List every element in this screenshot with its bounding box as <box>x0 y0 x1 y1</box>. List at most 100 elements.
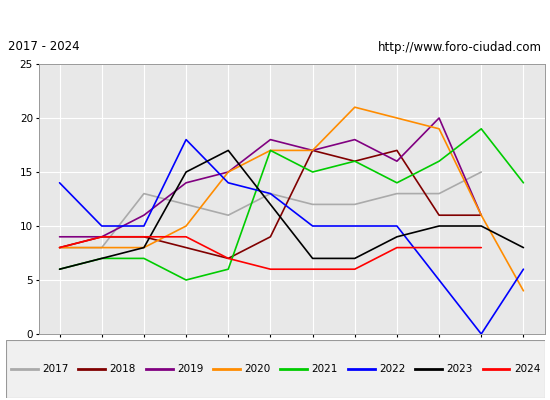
2017 <box>309 202 316 207</box>
Text: 2017 - 2024: 2017 - 2024 <box>8 40 80 54</box>
Line: 2020: 2020 <box>59 107 524 291</box>
2020 <box>183 224 189 228</box>
2024 <box>436 245 442 250</box>
Line: 2024: 2024 <box>59 237 481 269</box>
2017 <box>183 202 189 207</box>
2022 <box>394 224 400 228</box>
2020 <box>141 245 147 250</box>
2018 <box>394 148 400 153</box>
2021 <box>225 267 232 272</box>
2021 <box>351 159 358 164</box>
2018 <box>351 159 358 164</box>
2021 <box>394 180 400 185</box>
2022 <box>520 267 527 272</box>
2017 <box>141 191 147 196</box>
2020 <box>309 148 316 153</box>
Text: 2017: 2017 <box>42 364 69 374</box>
2018 <box>309 148 316 153</box>
2022 <box>478 332 485 336</box>
2022 <box>183 137 189 142</box>
2017 <box>56 245 63 250</box>
2021 <box>56 267 63 272</box>
2024 <box>351 267 358 272</box>
2024 <box>183 234 189 239</box>
2021 <box>309 170 316 174</box>
2020 <box>436 126 442 131</box>
Line: 2022: 2022 <box>59 140 524 334</box>
2024 <box>98 234 105 239</box>
2018 <box>225 256 232 261</box>
2024 <box>478 245 485 250</box>
2021 <box>267 148 274 153</box>
2023 <box>183 170 189 174</box>
2019 <box>478 213 485 218</box>
2018 <box>56 245 63 250</box>
2020 <box>225 170 232 174</box>
Text: 2020: 2020 <box>244 364 271 374</box>
2024 <box>225 256 232 261</box>
2024 <box>309 267 316 272</box>
2019 <box>436 116 442 120</box>
2024 <box>394 245 400 250</box>
2020 <box>98 245 105 250</box>
2017 <box>225 213 232 218</box>
Text: 2022: 2022 <box>379 364 405 374</box>
2022 <box>141 224 147 228</box>
Text: 2023: 2023 <box>447 364 473 374</box>
2017 <box>351 202 358 207</box>
2023 <box>394 234 400 239</box>
Text: 2019: 2019 <box>177 364 204 374</box>
2023 <box>267 202 274 207</box>
Line: 2019: 2019 <box>59 118 481 237</box>
2024 <box>267 267 274 272</box>
Text: Evolucion del paro registrado en Benagéber: Evolucion del paro registrado en Benagéb… <box>98 9 452 25</box>
2021 <box>436 159 442 164</box>
Line: 2017: 2017 <box>59 172 481 248</box>
2018 <box>141 234 147 239</box>
2017 <box>436 191 442 196</box>
2019 <box>394 159 400 164</box>
2023 <box>309 256 316 261</box>
2019 <box>56 234 63 239</box>
2023 <box>141 245 147 250</box>
2022 <box>267 191 274 196</box>
2018 <box>267 234 274 239</box>
2020 <box>394 116 400 120</box>
2022 <box>225 180 232 185</box>
2022 <box>436 278 442 282</box>
2018 <box>436 213 442 218</box>
2022 <box>309 224 316 228</box>
2020 <box>56 245 63 250</box>
2020 <box>351 105 358 110</box>
2021 <box>520 180 527 185</box>
2022 <box>98 224 105 228</box>
Line: 2023: 2023 <box>59 150 524 269</box>
2020 <box>478 213 485 218</box>
Text: 2018: 2018 <box>109 364 136 374</box>
2018 <box>183 245 189 250</box>
2019 <box>267 137 274 142</box>
2021 <box>183 278 189 282</box>
2020 <box>520 288 527 293</box>
2022 <box>351 224 358 228</box>
2021 <box>141 256 147 261</box>
Text: 2021: 2021 <box>312 364 338 374</box>
2023 <box>520 245 527 250</box>
2022 <box>56 180 63 185</box>
2023 <box>56 267 63 272</box>
2017 <box>98 245 105 250</box>
2019 <box>183 180 189 185</box>
2023 <box>478 224 485 228</box>
2018 <box>98 234 105 239</box>
2021 <box>98 256 105 261</box>
2023 <box>98 256 105 261</box>
2023 <box>351 256 358 261</box>
2021 <box>478 126 485 131</box>
Line: 2018: 2018 <box>59 150 481 258</box>
Text: 2024: 2024 <box>514 364 540 374</box>
2024 <box>141 234 147 239</box>
2017 <box>267 191 274 196</box>
2018 <box>478 213 485 218</box>
2023 <box>436 224 442 228</box>
Line: 2021: 2021 <box>59 129 524 280</box>
